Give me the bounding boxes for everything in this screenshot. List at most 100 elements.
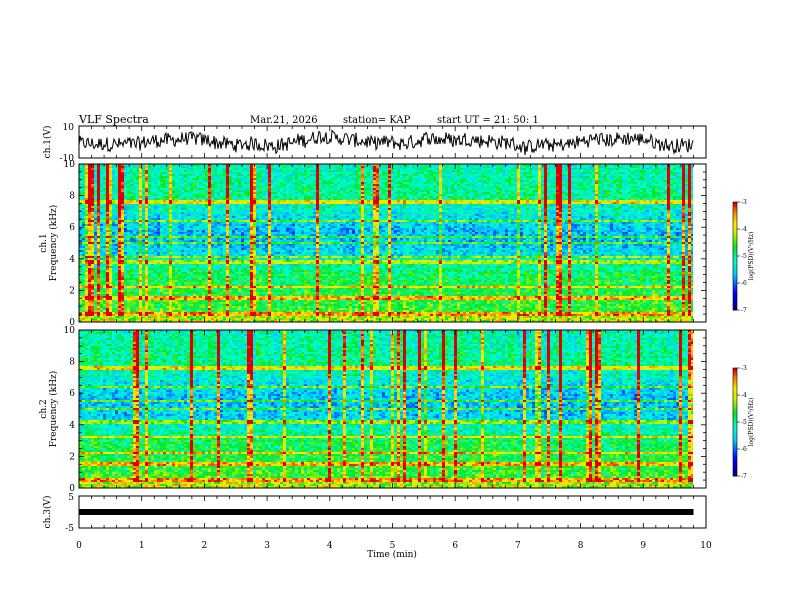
spectrogram-cell [484,172,487,174]
spectrogram-cell [640,170,643,172]
spectrogram-cell [139,180,142,182]
spectrogram-cell [226,168,229,170]
spectrogram-cell [154,180,157,182]
spectrogram-cell [382,174,385,176]
spectrogram-cell [205,174,208,176]
spectrogram-cell [313,172,316,174]
spectrogram-cell [559,170,562,172]
spectrogram-cell [523,174,526,176]
spectrogram-cell [115,174,118,176]
spectrogram-cell [136,172,139,174]
spectrogram-cell [148,172,151,174]
spectrogram-cell [550,172,553,174]
spectrogram-cell [607,172,610,174]
spectrogram-cell [469,174,472,176]
spectrogram-cell [133,174,136,176]
spectrogram-cell [472,170,475,172]
spectrogram-cell [112,170,115,172]
spectrogram-cell [415,172,418,174]
spectrogram-cell [628,172,631,174]
spectrogram-cell [676,170,679,172]
spectrogram-cell [475,166,478,168]
spectrogram-cell [424,170,427,172]
spectrogram-cell [115,176,118,178]
spectrogram-cell [292,168,295,170]
spectrogram-cell [274,168,277,170]
spectrogram-cell [313,168,316,170]
spectrogram-cell [271,170,274,172]
spectrogram-cell [436,174,439,176]
spectrogram-cell [142,178,145,180]
spectrogram-cell [535,174,538,176]
spectrogram-cell [307,168,310,170]
spectrogram-cell [184,170,187,172]
spectrogram-cell [130,174,133,176]
spectrogram-cell [532,176,535,178]
spectrogram-cell [157,178,160,180]
spectrogram-cell [460,168,463,170]
spectrogram-cell [331,174,334,176]
spectrogram-cell [415,176,418,178]
spectrogram-cell [580,178,583,180]
spectrogram-cell [346,174,349,176]
spectrogram-cell [319,168,322,170]
spectrogram-cell [592,174,595,176]
spectrogram-cell [277,178,280,180]
spectrogram-cell [505,172,508,174]
spectrogram-cell [610,170,613,172]
spectrogram-cell [604,178,607,180]
spectrogram-cell [154,178,157,180]
spectrogram-cell [94,166,97,168]
spectrogram-cell [388,176,391,178]
spectrogram-cell [448,172,451,174]
spectrogram-cell [595,166,598,168]
spectrogram-cell [256,176,259,178]
spectrogram-cell [538,168,541,170]
spectrogram-cell [373,174,376,176]
spectrogram-cell [349,174,352,176]
spectrogram-cell [658,172,661,174]
spectrogram-cell [355,178,358,180]
spectrogram-cell [379,170,382,172]
spectrogram-cell [319,172,322,174]
spectrogram-cell [163,176,166,178]
spectrogram-cell [109,172,112,174]
spectrogram-cell [124,178,127,180]
spectrogram-cell [268,176,271,178]
spectrogram-cell [292,178,295,180]
spectrogram-cell [361,172,364,174]
spectrogram-cell [103,170,106,172]
spectrogram-cell [373,168,376,170]
spectrogram-cell [448,168,451,170]
spectrogram-cell [301,172,304,174]
spectrogram-cell [136,178,139,180]
spectrogram-cell [676,174,679,176]
spectrogram-cell [229,172,232,174]
spectrogram-cell [370,176,373,178]
spectrogram-cell [640,172,643,174]
spectrogram-cell [208,166,211,168]
spectrogram-cell [295,174,298,176]
spectrogram-cell [253,168,256,170]
spectrogram-cell [145,172,148,174]
spectrogram-cell [439,178,442,180]
spectrogram-cell [175,168,178,170]
spectrogram-cell [538,170,541,172]
spectrogram-cell [382,170,385,172]
spectrogram-cell [676,178,679,180]
spectrogram-cell [502,174,505,176]
spectrogram-cell [469,178,472,180]
spectrogram-cell [238,166,241,168]
spectrogram-cell [574,178,577,180]
spectrogram-cell [580,170,583,172]
spectrogram-cell [319,166,322,168]
spectrogram-cell [280,178,283,180]
spectrogram-cell [85,172,88,174]
spectrogram-cell [202,180,205,182]
spectrogram-cell [148,168,151,170]
spectrogram-cell [592,172,595,174]
spectrogram-cell [211,168,214,170]
spectrogram-cell [418,178,421,180]
spectrogram-cell [676,166,679,168]
spectrogram-cell [271,178,274,180]
